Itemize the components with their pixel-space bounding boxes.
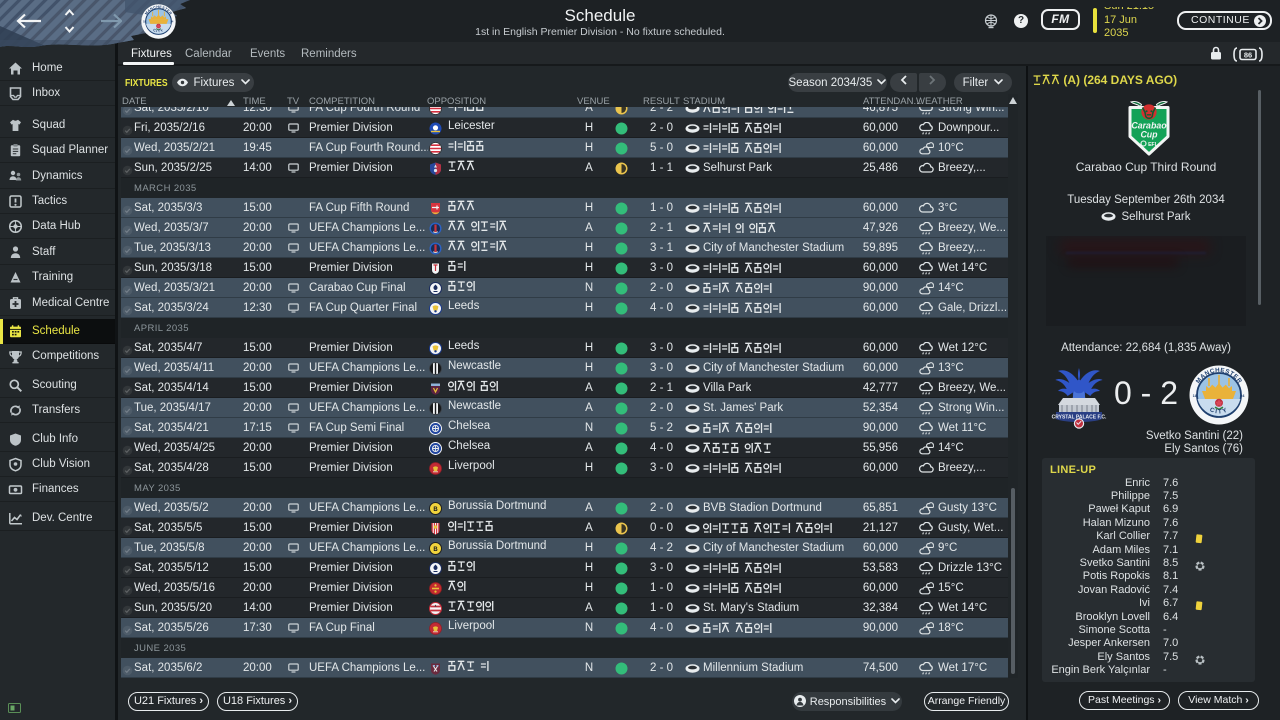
svg-text:B: B [433, 546, 438, 552]
svg-text:Carabao: Carabao [1131, 121, 1167, 131]
svg-text:94: 94 [171, 21, 174, 24]
svg-text:CITY: CITY [1209, 406, 1230, 415]
svg-text:CRYSTAL PALACE F.C.: CRYSTAL PALACE F.C. [1052, 415, 1107, 421]
svg-text:Cup: Cup [1140, 130, 1158, 140]
svg-text:EFL: EFL [1148, 142, 1159, 148]
svg-text:86: 86 [1244, 51, 1252, 60]
svg-text:B: B [433, 506, 438, 512]
svg-text:CITY: CITY [152, 28, 164, 33]
svg-text:94: 94 [1240, 393, 1245, 398]
svg-text:18: 18 [1193, 393, 1198, 398]
svg-text:18: 18 [143, 22, 146, 24]
